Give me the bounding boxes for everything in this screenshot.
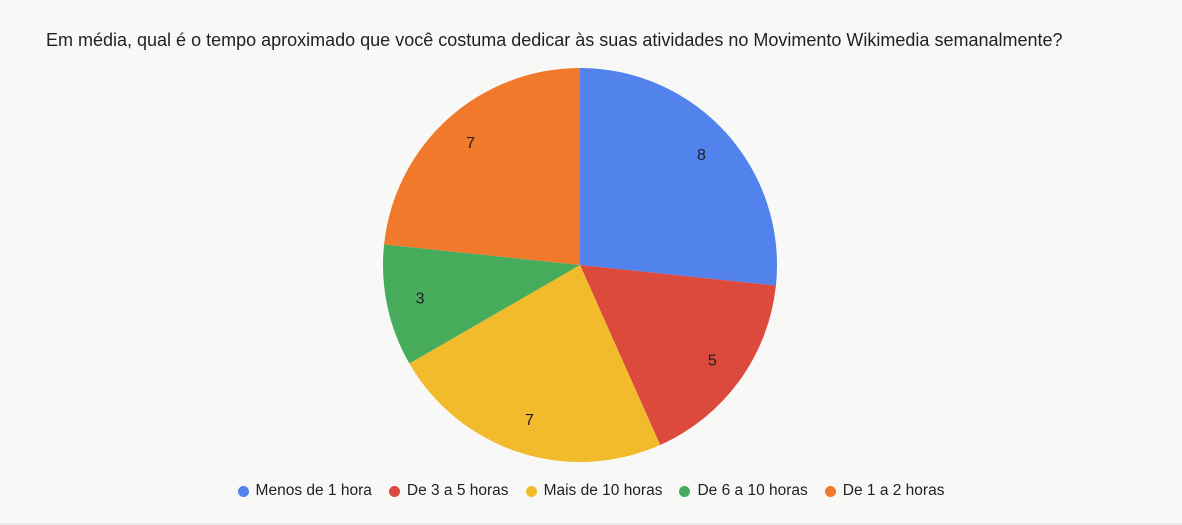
legend-dot-icon [824,485,836,497]
slice-value-label-mais-de-10-horas: 7 [525,412,534,429]
legend-label: De 3 a 5 horas [406,482,509,499]
legend-dot-icon [525,485,537,497]
pie-slice-menos-de-1-hora[interactable] [580,68,777,286]
legend-item-de-6-a-10-horas: De 6 a 10 horas [679,482,808,500]
legend-label: Mais de 10 horas [543,482,663,499]
legend-label: De 1 a 2 horas [842,482,945,499]
legend: Menos de 1 hora De 3 a 5 horas Mais de 10 … [0,481,1182,501]
legend-item-de-1-a-2-horas: De 1 a 2 horas [824,482,945,500]
legend-dot-icon [237,485,249,497]
slice-value-label-de-6-a-10-horas: 3 [416,291,425,308]
legend-dot-icon [388,485,400,497]
pie-slice-mais-de-10-horas[interactable] [409,265,661,463]
legend-label: Menos de 1 hora [255,482,372,499]
legend-item-de-3-a-5-horas: De 3 a 5 horas [388,482,509,500]
slice-value-label-de-3-a-5-horas: 5 [708,353,717,370]
slice-value-label-menos-de-1-hora: 8 [697,147,706,164]
pie-slice-de-6-a-10-horas[interactable] [383,244,580,364]
pie-chart: 8 5 7 3 7 [383,68,777,463]
pie-slice-de-1-a-2-horas[interactable] [384,68,580,265]
legend-item-mais-de-10-horas: Mais de 10 horas [525,482,663,500]
legend-item-menos-de-1-hora: Menos de 1 hora [237,482,372,500]
legend-label: De 6 a 10 horas [697,482,808,499]
pie-slices-group: 8 5 7 3 7 [383,68,777,463]
legend-dot-icon [679,485,691,497]
chart-title: Em média, qual é o tempo aproximado que … [46,30,1063,50]
pie-slice-de-3-a-5-horas[interactable] [580,265,776,445]
slice-value-label-de-1-a-2-horas: 7 [466,135,475,152]
